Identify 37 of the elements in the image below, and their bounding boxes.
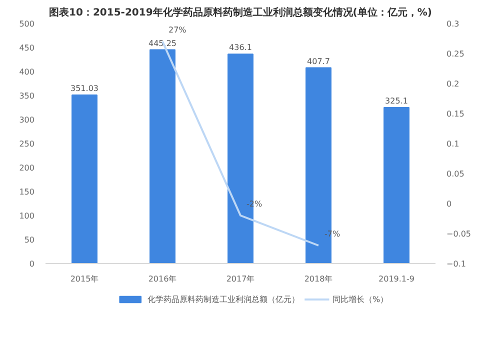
y-tick-label: 350 bbox=[19, 92, 35, 100]
y-tick-label: 100 bbox=[19, 212, 35, 220]
data-label: 407.7 bbox=[307, 56, 330, 66]
x-tick-label: 2015年 bbox=[70, 274, 99, 284]
y2-tick-label: 0.2 bbox=[446, 80, 460, 88]
x-tick-label: 2018年 bbox=[304, 274, 333, 284]
y-tick-label: 0 bbox=[29, 260, 35, 268]
y-tick-label: 500 bbox=[19, 20, 35, 28]
bar bbox=[384, 106, 410, 264]
y-tick-label: 300 bbox=[19, 116, 35, 124]
data-label: 27% bbox=[168, 26, 187, 34]
y2-tick-label: 0 bbox=[446, 200, 452, 208]
y-tick-label: 50 bbox=[24, 236, 35, 244]
x-tick-label: 2016年 bbox=[148, 274, 177, 284]
x-tick-label: 2017年 bbox=[226, 274, 255, 284]
y-tick-label: 150 bbox=[19, 188, 35, 196]
y2-tick-label: −0.1 bbox=[446, 260, 466, 268]
chart-title: 图表10：2015-2019年化学药品原料药制造工业利润总额变化情况(单位：亿元，%) bbox=[49, 6, 432, 18]
y-tick-label: 250 bbox=[19, 140, 35, 148]
y2-tick-label: 0.05 bbox=[446, 170, 464, 178]
data-label: 445.25 bbox=[148, 38, 177, 48]
data-label: 325.1 bbox=[385, 96, 408, 106]
y-tick-label: 450 bbox=[19, 44, 35, 52]
data-label: 351.03 bbox=[70, 84, 99, 94]
y2-tick-label: 0.25 bbox=[446, 50, 464, 58]
y2-tick-label: −0.05 bbox=[446, 230, 472, 238]
y-tick-label: 400 bbox=[19, 68, 35, 76]
y2-tick-label: 0.3 bbox=[446, 20, 460, 28]
legend-label: 同比增长（%） bbox=[332, 295, 388, 304]
bar bbox=[72, 94, 98, 264]
x-tick-label: 2019.1-9 bbox=[378, 274, 414, 284]
legend-label: 化学药品原料药制造工业利润总额（亿元） bbox=[148, 295, 300, 304]
y2-tick-label: 0.1 bbox=[446, 140, 460, 148]
y-tick-label: 200 bbox=[19, 164, 35, 172]
data-label: 436.1 bbox=[229, 43, 252, 52]
y2-tick-label: 0.15 bbox=[446, 110, 464, 118]
bar bbox=[150, 49, 176, 264]
